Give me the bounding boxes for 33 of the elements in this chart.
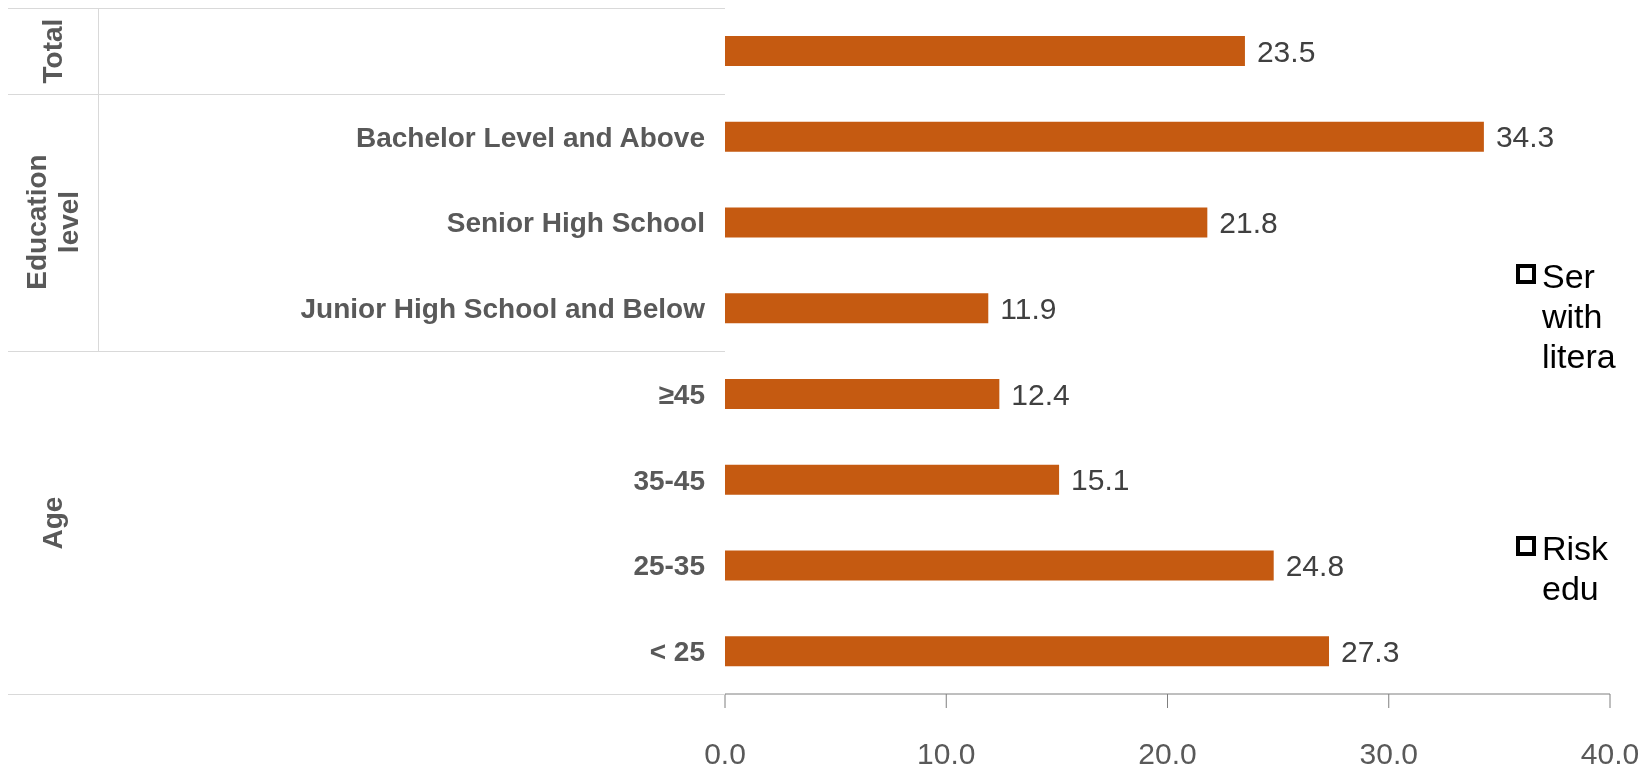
bar [725, 550, 1274, 581]
bar [725, 293, 989, 324]
y-tick-label: < 25 [649, 636, 705, 668]
text: Total [37, 17, 69, 86]
x-tick-label: 20.0 [1138, 737, 1197, 770]
y-tick-label: Junior High School and Below [300, 293, 706, 325]
data-label: 24.8 [1285, 549, 1345, 583]
text: Age [37, 495, 69, 551]
annotation: Risk edu [1542, 528, 1610, 608]
x-tick-label: 10.0 [917, 737, 976, 770]
y-tick-label: Bachelor Level and Above [355, 121, 705, 153]
bar [725, 36, 1245, 66]
data-label: 27.3 [1341, 634, 1400, 668]
x-tick-label: 0.0 [704, 737, 746, 770]
data-label: 11.9 [1000, 291, 1057, 325]
bar [725, 379, 1000, 409]
y-tick-label: ≥45 [658, 378, 705, 410]
text: Education level [21, 153, 85, 293]
bar [725, 121, 1484, 152]
x-tick-label: 30.0 [1359, 737, 1418, 770]
bar [725, 207, 1208, 238]
y-tick-label: 35-45 [633, 464, 705, 496]
y-tick-label: 25-35 [633, 550, 705, 582]
data-label: 15.1 [1071, 463, 1130, 497]
y-tick-label: Senior High School [446, 207, 705, 239]
data-label: 12.4 [1011, 377, 1070, 411]
annotation: Ser with litera [1542, 256, 1617, 376]
x-tick-label: 40.0 [1580, 737, 1640, 770]
bar [725, 636, 1330, 667]
data-label: 21.8 [1219, 206, 1278, 240]
bar [725, 464, 1060, 495]
data-label: 34.3 [1495, 120, 1555, 154]
data-label: 23.5 [1256, 34, 1316, 68]
